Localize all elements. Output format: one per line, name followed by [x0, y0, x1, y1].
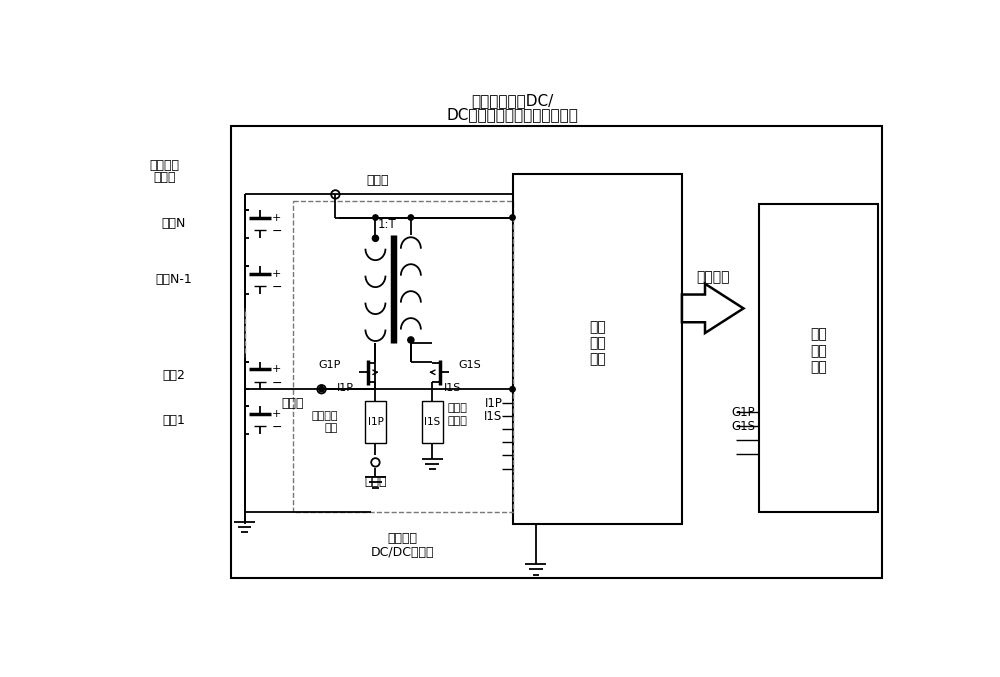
Text: 单体2: 单体2	[162, 369, 185, 382]
Bar	[293, 200, 512, 512]
Bar	[422, 401, 443, 443]
Text: 锂离子蓄: 锂离子蓄	[149, 160, 179, 173]
Text: 电路: 电路	[324, 424, 338, 433]
Text: +: +	[272, 409, 282, 419]
Text: 单体1: 单体1	[162, 414, 185, 427]
Text: +: +	[272, 213, 282, 223]
Text: 单体N: 单体N	[162, 217, 186, 230]
Text: 次级采: 次级采	[447, 403, 467, 414]
Bar	[512, 173, 682, 524]
Text: +: +	[272, 364, 282, 374]
Text: 同步正激: 同步正激	[388, 532, 418, 545]
Text: 接线端: 接线端	[364, 475, 387, 488]
Circle shape	[510, 215, 515, 220]
Text: 电池组: 电池组	[153, 171, 176, 184]
Text: G1S: G1S	[459, 359, 481, 370]
Text: G1P: G1P	[731, 406, 755, 419]
Text: −: −	[272, 225, 282, 238]
Text: 接线端: 接线端	[366, 174, 389, 187]
Text: 初级采样: 初级采样	[311, 411, 338, 421]
Text: −: −	[272, 421, 282, 434]
Text: DC变换器的双向主动均衡电路: DC变换器的双向主动均衡电路	[447, 108, 578, 123]
Text: I1S: I1S	[484, 410, 502, 422]
Text: −: −	[272, 281, 282, 294]
Circle shape	[510, 387, 515, 392]
Text: G1P: G1P	[318, 359, 341, 370]
Bar	[759, 204, 878, 512]
Bar	[231, 126, 882, 578]
Circle shape	[319, 387, 324, 392]
Text: I1P: I1P	[337, 383, 354, 393]
Text: −: −	[272, 376, 282, 389]
Text: DC/DC变换器: DC/DC变换器	[371, 546, 435, 559]
Bar	[365, 401, 386, 443]
Text: I1S: I1S	[444, 383, 461, 393]
Text: 单体N-1: 单体N-1	[155, 274, 192, 286]
Circle shape	[373, 215, 378, 220]
Circle shape	[408, 337, 414, 343]
Text: 核心
控制
单元: 核心 控制 单元	[810, 328, 827, 374]
Text: G1S: G1S	[731, 420, 755, 433]
Circle shape	[408, 215, 414, 220]
Text: I1P: I1P	[485, 397, 502, 410]
Text: 1:T: 1:T	[378, 218, 396, 231]
Circle shape	[372, 235, 379, 242]
Text: 电压
采集
电路: 电压 采集 电路	[589, 320, 606, 366]
Text: 样电路: 样电路	[447, 416, 467, 426]
Text: 基于同步反激DC/: 基于同步反激DC/	[471, 93, 554, 108]
Text: I1P: I1P	[368, 417, 383, 427]
Text: 接线端: 接线端	[282, 397, 304, 410]
Text: 数据总线: 数据总线	[696, 271, 729, 284]
Text: +: +	[272, 269, 282, 279]
Text: I1S: I1S	[424, 417, 441, 427]
